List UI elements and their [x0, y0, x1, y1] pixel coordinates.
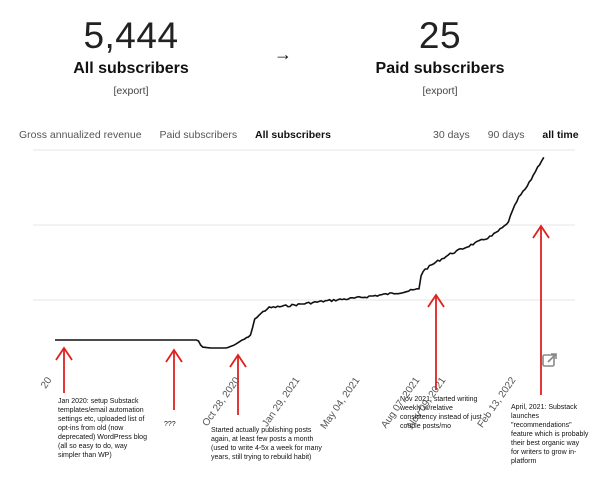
arrow-right-icon: → [274, 44, 292, 64]
x-tick-label: May 04, 2021 [319, 375, 363, 431]
tab-90-days[interactable]: 90 days [487, 129, 525, 141]
x-tick-label: Oct 28, 2020 [201, 375, 243, 429]
annotation-arrow [532, 224, 550, 395]
annotation-arrows [55, 224, 550, 415]
metric-tabs: Gross annualized revenue Paid subscriber… [19, 129, 346, 141]
tab-gross-annualized-revenue[interactable]: Gross annualized revenue [19, 129, 142, 141]
external-link-icon[interactable] [542, 352, 558, 368]
all-subscribers-count: 5,444 [83, 15, 179, 56]
annotation-jan2020: Jan 2020: setup Substack templates/email… [58, 398, 147, 459]
tab-30-days[interactable]: 30 days [433, 129, 470, 141]
all-subscribers-label: All subscribers [73, 60, 189, 77]
chart-gridlines [33, 149, 575, 301]
subscriber-line [55, 156, 545, 349]
paid-subscribers-label: Paid subscribers [375, 60, 505, 77]
tab-all-time[interactable]: all time [542, 129, 579, 141]
annotation-arrow [229, 353, 247, 415]
paid-subscribers-count: 25 [418, 15, 462, 56]
annotation-nov2021: Nov 2021: started writing weekly w/relat… [400, 396, 482, 430]
range-tabs: 30 days 90 days all time [433, 129, 579, 141]
x-tick-label: 20 [39, 375, 55, 391]
all-subscribers-export-link[interactable]: [export] [113, 85, 149, 97]
annotation-arrow [165, 348, 183, 410]
annotation-started-publishing: Started actually publishing posts again,… [211, 427, 322, 461]
annotation-question: ??? [164, 421, 176, 428]
paid-subscribers-export-link[interactable]: [export] [422, 85, 458, 97]
paid-subscribers-stat: 25 Paid subscribers [export] [340, 14, 540, 97]
annotation-april2021: April, 2021: Substack launches "recommen… [511, 404, 589, 465]
tab-paid-subscribers[interactable]: Paid subscribers [159, 129, 238, 141]
annotation-arrow [427, 293, 445, 390]
x-tick-label: Jan 29, 2021 [260, 375, 302, 429]
chart-series [55, 156, 545, 349]
all-subscribers-stat: 5,444 All subscribers [export] [31, 14, 231, 97]
annotation-arrow [55, 346, 73, 393]
tab-all-subscribers[interactable]: All subscribers [255, 129, 331, 141]
